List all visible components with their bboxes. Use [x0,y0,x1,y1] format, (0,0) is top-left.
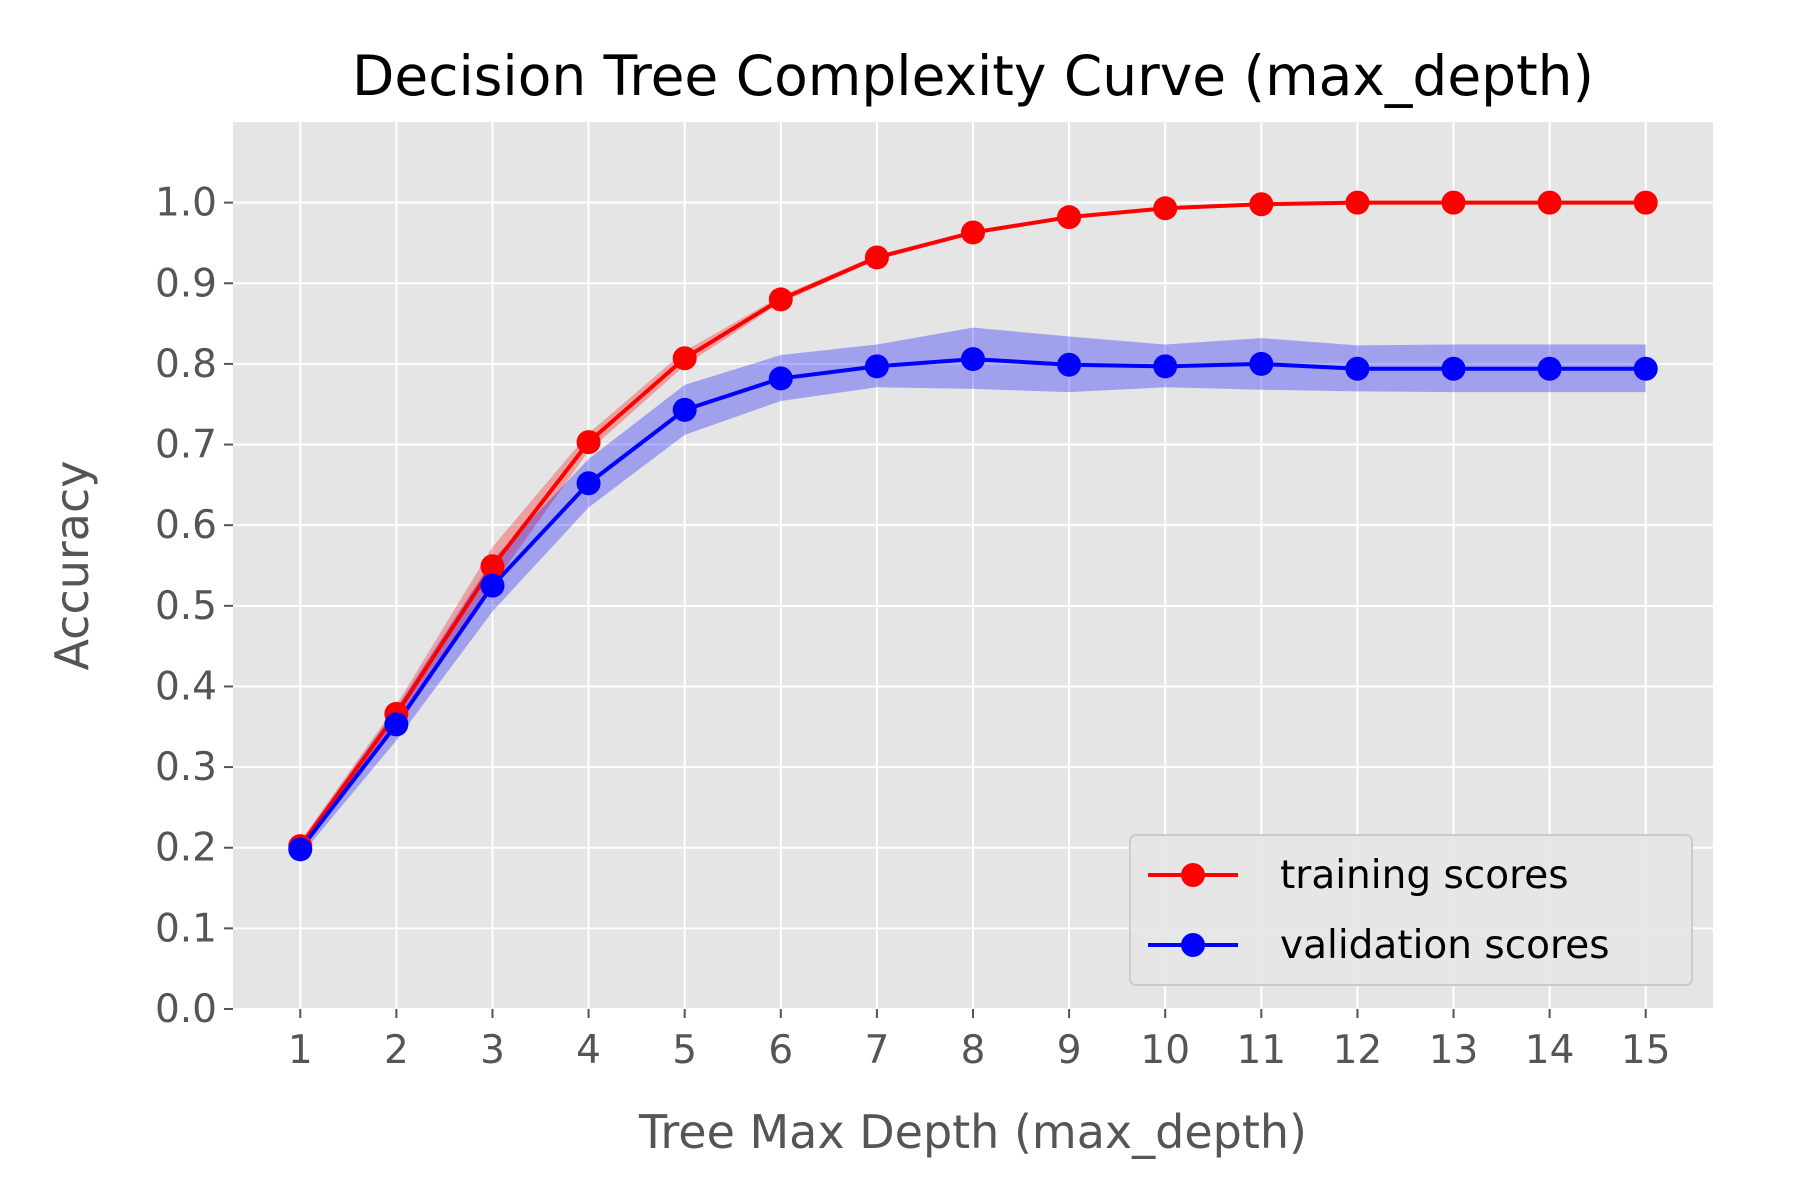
x-tick-label: 2 [384,1028,409,1073]
y-tick-label: 0.3 [155,745,217,790]
point-training-scores [1537,190,1562,215]
point-training-scores [1153,196,1178,221]
x-tick-label: 13 [1429,1028,1479,1073]
x-tick-label: 12 [1333,1028,1383,1073]
y-tick-label: 0.8 [155,342,217,387]
x-tick-label: 7 [864,1028,889,1073]
x-tick-label: 10 [1140,1028,1190,1073]
point-validation-scores [672,397,697,422]
y-tick-label: 0.6 [155,503,217,548]
y-tick-label: 0.4 [155,664,217,709]
legend-label: training scores [1280,853,1569,898]
x-tick-label: 3 [480,1028,505,1073]
point-training-scores [1345,190,1370,215]
x-tick-label: 6 [768,1028,793,1073]
series-points [288,190,1658,862]
y-axis-ticks: 0.0 0.1 0.2 0.3 0.4 0.5 0.6 0.7 0.8 0.9 1.0 [155,181,233,1032]
point-training-scores [1249,192,1274,217]
point-training-scores [1633,190,1658,215]
point-training-scores [864,245,889,270]
point-validation-scores [480,573,505,598]
x-axis-label: Tree Max Depth (max_depth) [638,1105,1307,1159]
y-tick-label: 0.5 [155,584,217,629]
legend-label: validation scores [1280,923,1610,968]
x-axis-ticks: 1 2 3 4 5 6 7 8 9 10 11 12 13 14 15 [288,1009,1671,1073]
point-validation-scores [576,471,601,496]
point-training-scores [480,554,505,579]
legend: training scores validation scores [1129,834,1693,986]
x-tick-label: 5 [672,1028,697,1073]
point-training-scores [768,287,793,312]
x-tick-label: 8 [961,1028,986,1073]
point-validation-scores [288,837,313,862]
y-tick-label: 0.1 [155,906,217,951]
point-validation-scores [1633,356,1658,381]
y-tick-label: 1.0 [155,181,217,226]
y-tick-label: 0.0 [155,987,217,1032]
point-training-scores [1057,205,1082,230]
x-tick-label: 4 [576,1028,601,1073]
x-tick-label: 15 [1621,1028,1671,1073]
point-validation-scores [1057,352,1082,377]
point-training-scores [961,220,985,245]
y-tick-label: 0.9 [155,261,217,306]
x-tick-label: 1 [288,1028,313,1073]
point-validation-scores [1153,354,1178,379]
x-tick-label: 14 [1525,1028,1575,1073]
y-axis-label: Accuracy [45,460,99,670]
legend-marker [1181,863,1205,887]
legend-marker [1181,933,1205,957]
confidence-bands [300,202,1646,856]
point-training-scores [1441,190,1466,215]
y-tick-label: 0.7 [155,423,217,468]
point-validation-scores [1441,356,1466,381]
point-training-scores [672,346,697,371]
legend-box [1129,834,1693,986]
point-validation-scores [1249,351,1274,376]
y-tick-label: 0.2 [155,826,217,871]
x-tick-label: 11 [1236,1028,1286,1073]
point-validation-scores [961,347,985,372]
x-tick-label: 9 [1057,1028,1082,1073]
point-validation-scores [384,712,409,737]
chart-title: Decision Tree Complexity Curve (max_dept… [352,44,1594,108]
band-validation-scores [300,327,1646,856]
point-validation-scores [864,354,889,379]
point-training-scores [576,430,601,455]
point-validation-scores [1537,356,1562,381]
point-validation-scores [1345,356,1370,381]
point-validation-scores [768,366,793,391]
